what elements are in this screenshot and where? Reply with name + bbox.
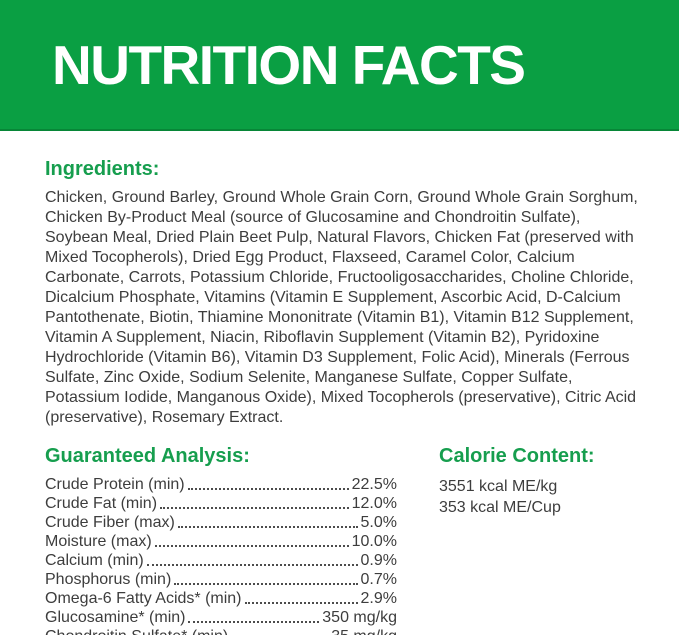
analysis-label: Phosphorus (min) xyxy=(45,571,172,588)
analysis-row: Glucosamine* (min) 350 mg/kg xyxy=(45,608,397,627)
label-body: Ingredients: Chicken, Ground Barley, Gro… xyxy=(0,158,679,635)
analysis-table: Crude Protein (min) 22.5% Crude Fat (min… xyxy=(45,475,397,635)
analysis-value: 35 mg/kg xyxy=(331,627,397,635)
ingredients-heading: Ingredients: xyxy=(45,158,160,180)
analysis-label: Calcium (min) xyxy=(45,552,144,569)
ingredients-text: Chicken, Ground Barley, Ground Whole Gra… xyxy=(45,189,638,426)
dot-leader-icon xyxy=(146,564,358,566)
calorie-content-section: Calorie Content: 3551 kcal ME/kg 353 kca… xyxy=(439,445,595,635)
dot-leader-icon xyxy=(187,488,349,490)
analysis-value: 350 mg/kg xyxy=(322,609,397,626)
analysis-value: 5.0% xyxy=(360,514,397,531)
analysis-row: Chondroitin Sulfate* (min) 35 mg/kg xyxy=(45,627,397,635)
analysis-value: 2.9% xyxy=(360,590,397,607)
guaranteed-analysis-section: Guaranteed Analysis: Crude Protein (min)… xyxy=(45,445,397,635)
guaranteed-analysis-heading: Guaranteed Analysis: xyxy=(45,445,250,467)
analysis-value: 0.7% xyxy=(360,571,397,588)
analysis-row: Omega-6 Fatty Acids* (min) 2.9% xyxy=(45,589,397,608)
analysis-label: Glucosamine* (min) xyxy=(45,609,186,626)
analysis-value: 12.0% xyxy=(351,495,397,512)
calorie-values: 3551 kcal ME/kg 353 kcal ME/Cup xyxy=(439,476,595,518)
dot-leader-icon xyxy=(244,602,358,604)
analysis-value: 10.0% xyxy=(351,533,397,550)
analysis-label: Crude Fat (min) xyxy=(45,495,158,512)
analysis-row: Crude Fiber (max) 5.0% xyxy=(45,513,397,532)
lower-columns: Guaranteed Analysis: Crude Protein (min)… xyxy=(45,445,645,635)
analysis-row: Calcium (min) 0.9% xyxy=(45,551,397,570)
dot-leader-icon xyxy=(177,526,358,528)
analysis-value: 0.9% xyxy=(360,552,397,569)
dot-leader-icon xyxy=(188,621,320,623)
calorie-per-kg: 3551 kcal ME/kg xyxy=(439,478,558,495)
page-title: NUTRITION FACTS xyxy=(52,34,526,96)
analysis-label: Crude Fiber (max) xyxy=(45,514,175,531)
dot-leader-icon xyxy=(160,507,349,509)
calorie-per-cup: 353 kcal ME/Cup xyxy=(439,499,561,516)
header-band: NUTRITION FACTS xyxy=(0,0,679,131)
analysis-row: Crude Protein (min) 22.5% xyxy=(45,475,397,494)
dot-leader-icon xyxy=(154,545,349,547)
dot-leader-icon xyxy=(174,583,358,585)
analysis-value: 22.5% xyxy=(351,476,397,493)
analysis-label: Omega-6 Fatty Acids* (min) xyxy=(45,590,242,607)
analysis-row: Moisture (max) 10.0% xyxy=(45,532,397,551)
analysis-row: Phosphorus (min) 0.7% xyxy=(45,570,397,589)
analysis-row: Crude Fat (min) 12.0% xyxy=(45,494,397,513)
analysis-label: Chondroitin Sulfate* (min) xyxy=(45,627,228,635)
analysis-label: Crude Protein (min) xyxy=(45,476,185,493)
calorie-content-heading: Calorie Content: xyxy=(439,445,595,467)
analysis-label: Moisture (max) xyxy=(45,533,152,550)
